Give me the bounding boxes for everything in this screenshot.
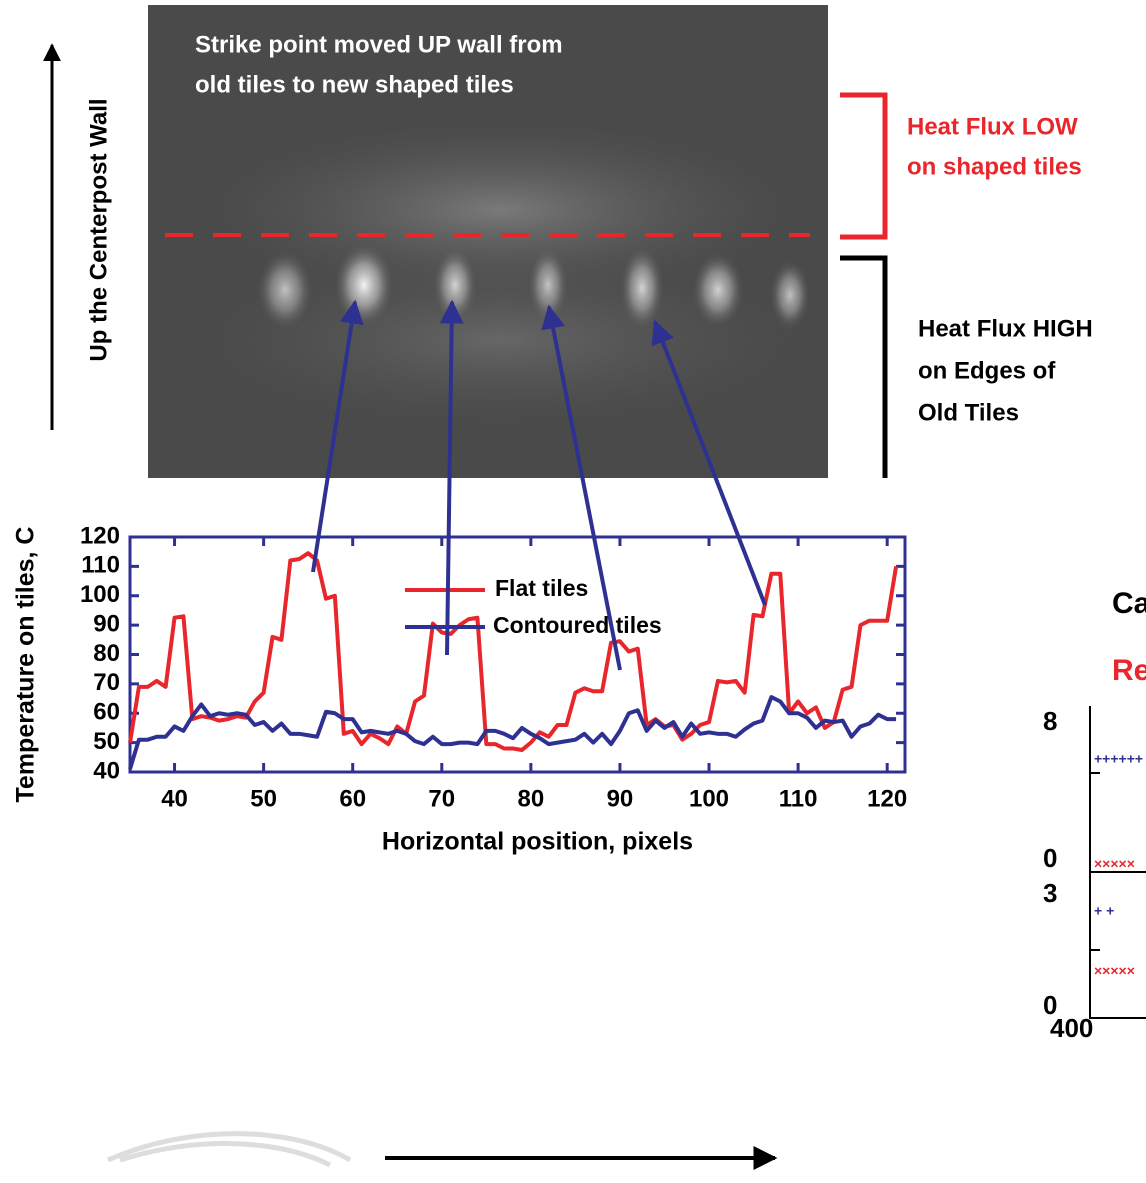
y-tick-label: 50	[93, 728, 120, 755]
caption: old tiles to new shaped tiles	[195, 71, 514, 98]
plot-frame	[128, 535, 907, 774]
x-tick-label: 100	[689, 785, 729, 812]
svg-text:×××××: ×××××	[1094, 963, 1135, 979]
cut-title: Re	[1112, 654, 1146, 687]
y-tick-label: 90	[93, 610, 120, 637]
x-tick-label: 90	[607, 785, 634, 812]
cut-panel: Ca Re 8 0 3 0 400 ++++++ ××××× + + ×××××	[1043, 587, 1146, 1043]
y-tick-label: 70	[93, 669, 120, 696]
legend-label: Flat tiles	[495, 575, 588, 601]
callout: Old Tiles	[918, 399, 1019, 426]
x-tick-label: 60	[339, 785, 366, 812]
y-tick-label: 40	[93, 757, 120, 784]
callout: Heat Flux LOW	[907, 113, 1078, 140]
x-tick-label: 80	[518, 785, 545, 812]
legend-label: Contoured tiles	[493, 612, 662, 638]
camera-image	[148, 5, 828, 478]
y-tick-label: 80	[93, 640, 120, 667]
caption: Strike point moved UP wall from	[195, 31, 563, 58]
y-tick-label: 110	[81, 552, 120, 579]
series-line	[128, 551, 899, 752]
callout: Heat Flux HIGH	[918, 315, 1093, 342]
bracket-high	[840, 255, 888, 478]
svg-text:+ +: + +	[1094, 903, 1114, 919]
x-axis-label: Horizontal position, pixels	[382, 828, 693, 856]
svg-text:++++++: ++++++	[1094, 751, 1143, 767]
svg-text:×××××: ×××××	[1094, 856, 1135, 872]
y-axis-label: Temperature on tiles, C	[12, 527, 40, 803]
cut-title: Ca	[1112, 587, 1146, 620]
y-tick-label: 120	[80, 522, 120, 549]
series-line	[128, 695, 897, 770]
cut-tick: 0	[1043, 843, 1057, 873]
cut-tick: 8	[1043, 706, 1057, 736]
x-tick-label: 70	[428, 785, 455, 812]
pointer-arrows	[311, 299, 767, 671]
x-tick-label: 50	[250, 785, 277, 812]
logo	[107, 1131, 352, 1168]
callout: on Edges of	[918, 357, 1056, 384]
cut-tick: 400	[1050, 1013, 1093, 1043]
x-tick-label: 110	[779, 785, 818, 812]
callout: on shaped tiles	[907, 153, 1082, 180]
y-tick-label: 100	[80, 581, 120, 608]
cut-tick: 3	[1043, 878, 1057, 908]
cut-tick: 0	[1043, 990, 1057, 1020]
x-tick-label: 120	[867, 785, 907, 812]
y-tick-label: 60	[93, 699, 120, 726]
side-label: Up the Centerpost Wall	[85, 98, 112, 361]
bracket-low	[840, 92, 888, 240]
x-tick-label: 40	[161, 785, 188, 812]
